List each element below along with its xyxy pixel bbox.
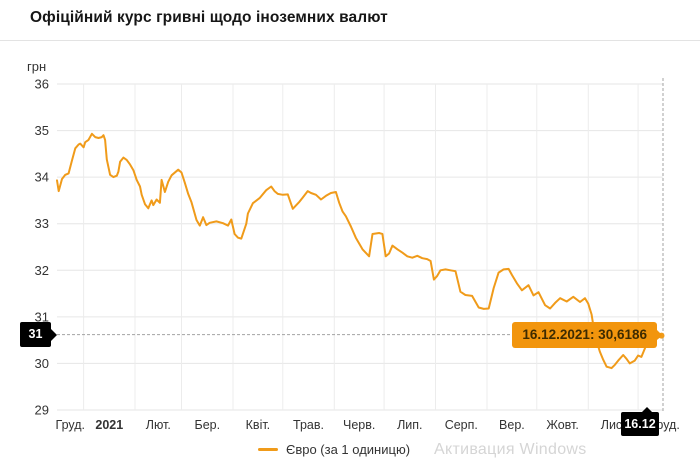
windows-activation-watermark: Активация Windows <box>434 441 587 458</box>
x-tick-label: Жовт. <box>546 418 579 432</box>
y-tick-label: 30 <box>35 356 49 371</box>
legend-item-euro[interactable]: Євро (за 1 одиницю) <box>257 442 411 457</box>
x-tick-label: Вер. <box>499 418 525 432</box>
x-tick-label: Бер. <box>195 418 221 432</box>
x-tick-label: Лип. <box>397 418 422 432</box>
crosshair-y-badge: 31 <box>20 322 57 348</box>
y-tick-label: 36 <box>35 77 49 92</box>
tooltip-text: 16.12.2021: 30,6186 <box>522 326 647 342</box>
x-tick-label: Лют. <box>146 418 171 432</box>
x-tick-label: Груд. <box>56 418 85 432</box>
y-tick-label: 35 <box>35 123 49 138</box>
x-tick-label: Трав. <box>293 418 324 432</box>
x-tick-label: 2021 <box>95 418 123 432</box>
series-line <box>56 132 664 370</box>
y-tick-label: 33 <box>35 216 49 231</box>
crosshair-x-badge: 16.12 <box>621 407 659 436</box>
x-tick-label: Лис. <box>601 418 626 432</box>
y-tick-label: 32 <box>35 263 49 278</box>
y-axis-title: грн <box>27 59 47 74</box>
legend: Євро (за 1 одиницю) <box>0 442 700 457</box>
x-tick-label: Квіт. <box>246 418 271 432</box>
chart-tooltip: 16.12.2021: 30,6186 <box>512 321 662 348</box>
y-tick-label: 31 <box>35 309 49 324</box>
y-tick-label: 34 <box>35 170 49 185</box>
page-header: Офіційний курс гривні щодо іноземних вал… <box>0 0 700 41</box>
x-tick-label: Серп. <box>445 418 478 432</box>
page-title: Офіційний курс гривні щодо іноземних вал… <box>30 9 388 26</box>
legend-label: Євро (за 1 одиницю) <box>285 442 411 457</box>
legend-marker <box>257 448 278 451</box>
x-tick-label: Черв. <box>343 418 375 432</box>
y-tick-label: 29 <box>35 403 49 418</box>
